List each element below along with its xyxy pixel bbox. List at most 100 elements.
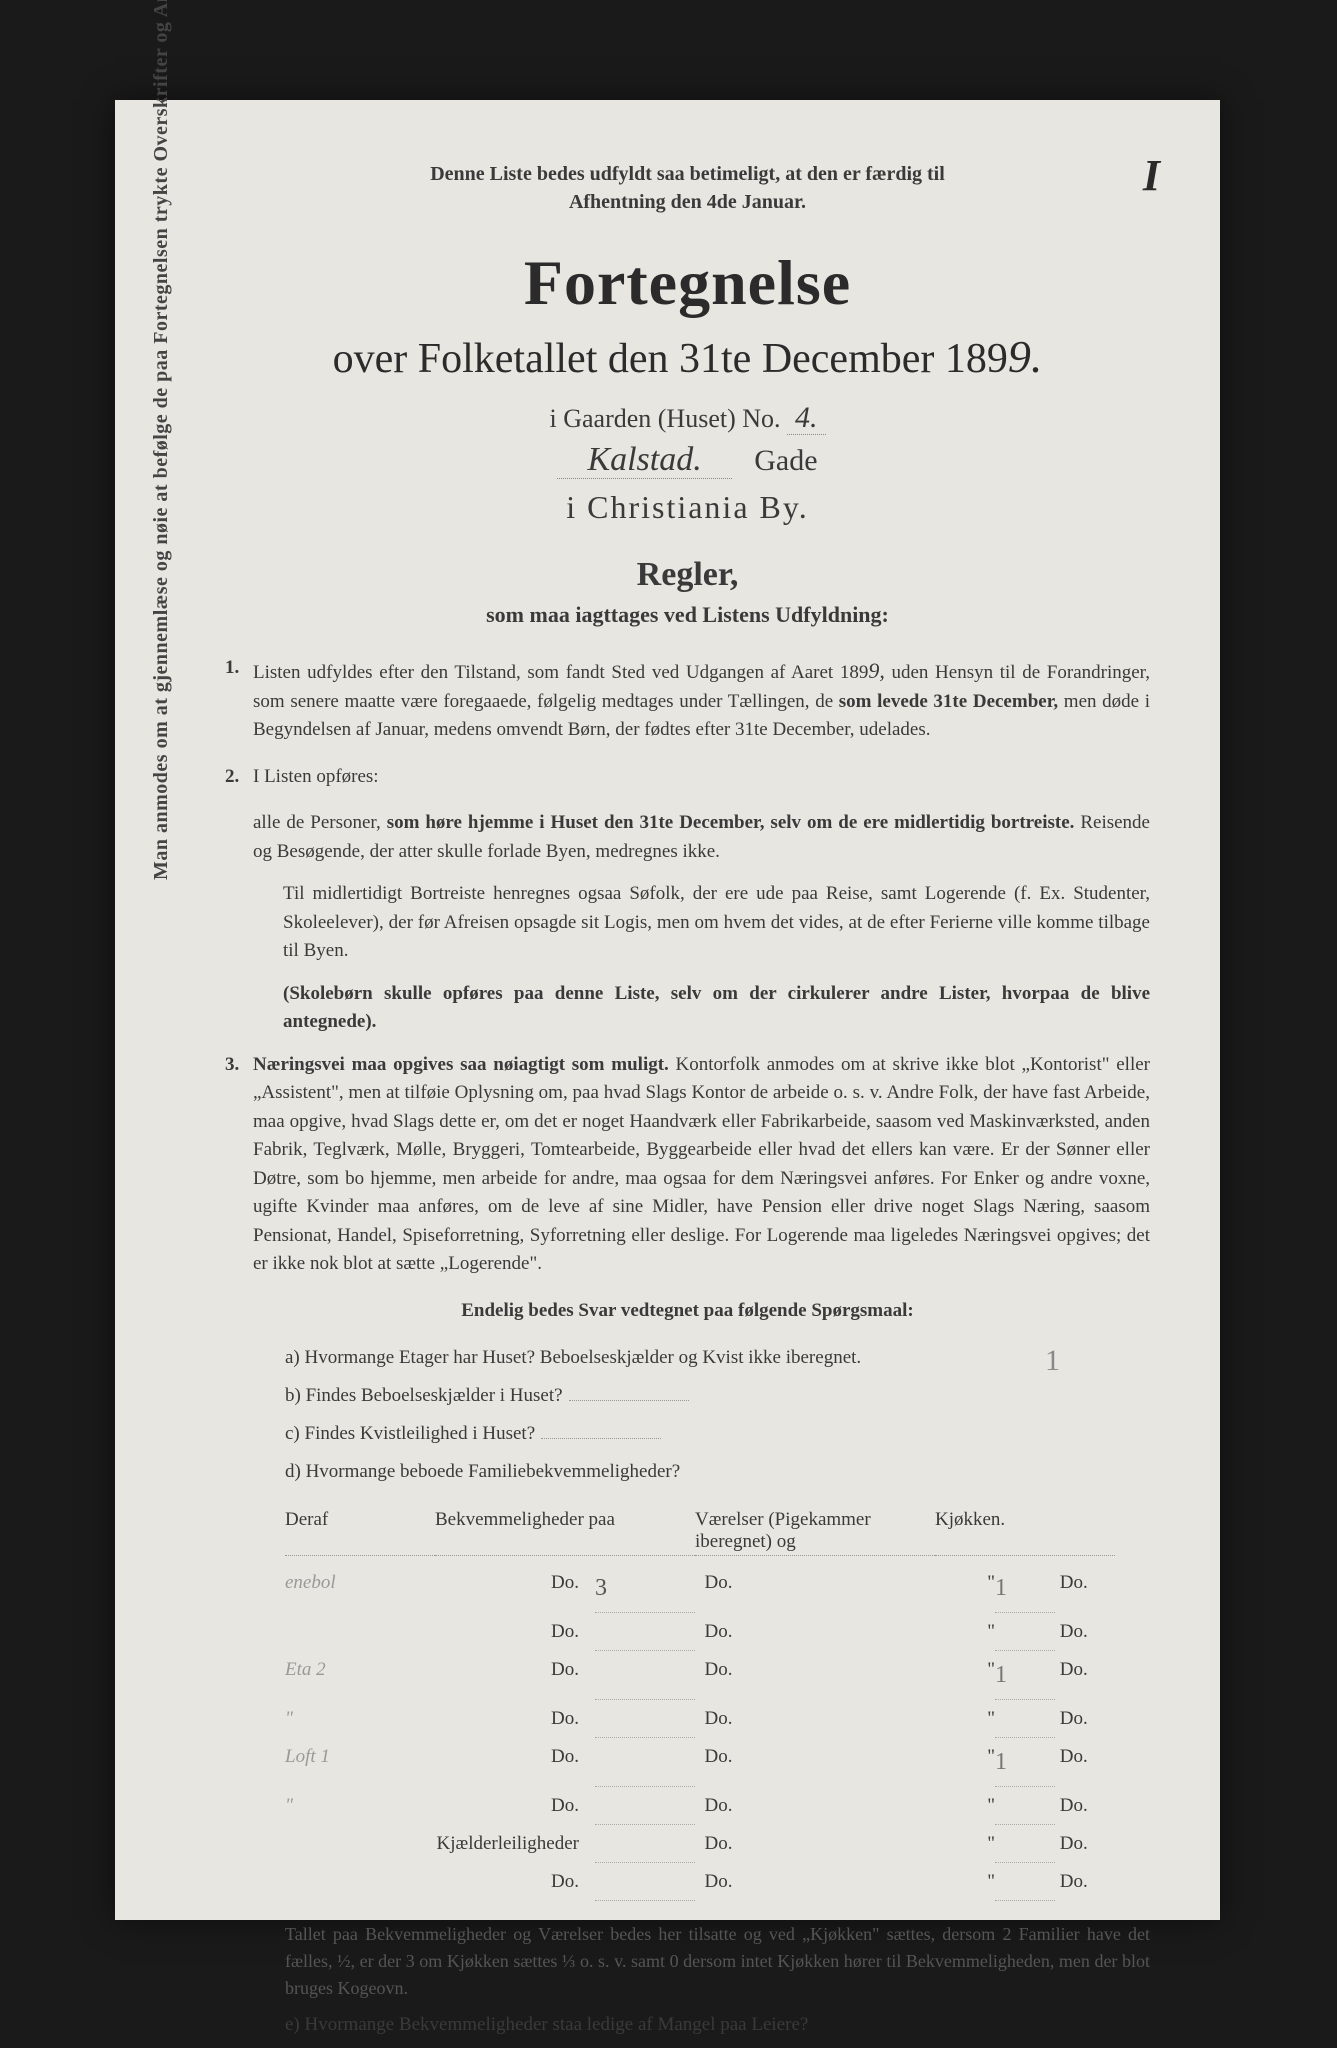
questions-block: a) Hvormange Etager har Huset? Beboelses… <box>225 1339 1150 1491</box>
row-label <box>285 1613 435 1651</box>
row-do2: Do. <box>695 1700 935 1738</box>
row-do2: Do. <box>695 1738 935 1787</box>
gaard-prefix: i Gaarden (Huset) No. <box>549 404 780 433</box>
row-do3: Do. <box>1055 1863 1115 1901</box>
gaard-number: 4. <box>787 401 826 435</box>
row-rooms <box>595 1738 695 1787</box>
rule-2-indent-1: Til midlertidigt Bortreiste henregnes og… <box>225 880 1150 966</box>
row-do3: Do. <box>1055 1787 1115 1825</box>
rule-1-bold: som levede 31te December, <box>839 691 1058 712</box>
rule-2-indent-2: (Skolebørn skulle opføres paa denne List… <box>225 980 1150 1037</box>
row-quote: " <box>935 1564 995 1613</box>
row-do3: Do. <box>1055 1564 1115 1613</box>
street-name: Kalstad. <box>557 441 731 479</box>
rule-1: 1. Listen udfyldes efter den Tilstand, s… <box>225 654 1150 745</box>
row-do1: Do. <box>435 1738 595 1787</box>
rule-2-ind2-text: (Skolebørn skulle opføres paa denne List… <box>283 983 1150 1033</box>
table-row: Eta 2Do. Do."1 Do. <box>285 1651 1150 1700</box>
question-c: c) Findes Kvistleilighed i Huset? <box>285 1415 1150 1453</box>
row-kjokken <box>995 1700 1055 1738</box>
table-row: "Do. Do." Do. <box>285 1787 1150 1825</box>
top-note: Denne Liste bedes udfyldt saa betimeligt… <box>225 160 1150 216</box>
row-do2: Do. <box>695 1613 935 1651</box>
row-label: " <box>285 1700 435 1738</box>
row-rooms <box>595 1700 695 1738</box>
row-rooms <box>595 1787 695 1825</box>
row-label: " <box>285 1787 435 1825</box>
row-do2: Do. <box>695 1787 935 1825</box>
row-do2: Do. <box>695 1825 935 1863</box>
row-label <box>285 1825 435 1863</box>
endelig-line: Endelig bedes Svar vedtegnet paa følgend… <box>225 1297 1150 1326</box>
row-do2: Do. <box>695 1651 935 1700</box>
row-do3: Do. <box>1055 1700 1115 1738</box>
endelig-text: Endelig bedes Svar vedtegnet paa følgend… <box>461 1300 914 1321</box>
row-quote: " <box>935 1700 995 1738</box>
rule-3: 3. Næringsvei maa opgives saa nøiagtigt … <box>225 1051 1150 1279</box>
foot-note: Tallet paa Bekvemmeligheder og Værelser … <box>225 1921 1150 2002</box>
row-label: enebol <box>285 1564 435 1613</box>
rule-2-num: 2. <box>225 763 239 792</box>
rule-3-text: Kontorfolk anmodes om at skrive ikke blo… <box>253 1054 1150 1275</box>
row-do3: Do. <box>1055 1825 1115 1863</box>
table-row: Do. Do." Do. <box>285 1613 1150 1651</box>
col-bekvem: Bekvemmeligheder paa <box>435 1509 695 1556</box>
corner-number: I <box>1143 145 1160 207</box>
row-do1: Do. <box>435 1651 595 1700</box>
q-d-text: d) Hvormange beboede Familiebekvemmeligh… <box>285 1461 680 1482</box>
rule-2-sub-bold: som høre hjemme i Huset den 31te Decembe… <box>387 812 1075 833</box>
row-rooms: 3 <box>595 1564 695 1613</box>
vertical-margin-text: Man anmodes om at gjennemlæse og nøie at… <box>150 0 173 880</box>
regler-heading: Regler, <box>225 556 1150 594</box>
rule-2-text: I Listen opføres: <box>253 766 379 787</box>
col-kjokken: Kjøkken. <box>935 1509 1115 1556</box>
street-line: Kalstad. Gade <box>225 441 1150 479</box>
row-kjokken: 1 <box>995 1564 1055 1613</box>
gaard-line: i Gaarden (Huset) No. 4. <box>225 401 1150 435</box>
row-do1: Do. <box>435 1613 595 1651</box>
row-do3: Do. <box>1055 1738 1115 1787</box>
top-note-line1: Denne Liste bedes udfyldt saa betimeligt… <box>430 163 945 185</box>
q-b-text: b) Findes Beboelseskjælder i Huset? <box>285 1385 563 1406</box>
col-deraf: Deraf <box>285 1509 435 1556</box>
row-quote: " <box>935 1738 995 1787</box>
q-a-text: a) Hvormange Etager har Huset? Beboelses… <box>285 1347 861 1368</box>
table-row: Loft 1Do. Do."1 Do. <box>285 1738 1150 1787</box>
question-d: d) Hvormange beboede Familiebekvemmeligh… <box>285 1453 1150 1491</box>
row-quote: " <box>935 1825 995 1863</box>
col-vaerelser: Værelser (Pigekammer iberegnet) og <box>695 1509 935 1556</box>
row-do1: Do. <box>435 1787 595 1825</box>
row-kjokken: 1 <box>995 1651 1055 1700</box>
rule-3-num: 3. <box>225 1051 239 1080</box>
title-over-text: over Folketallet den 31te December 189 <box>333 336 1008 382</box>
row-kjokken <box>995 1863 1055 1901</box>
row-do1: Do. <box>435 1700 595 1738</box>
street-suffix: Gade <box>754 444 817 477</box>
rule-2-sub: alle de Personer, som høre hjemme i Huse… <box>225 809 1150 866</box>
table-row: Kjælderleiligheder Do." Do. <box>285 1825 1150 1863</box>
row-do1: Do. <box>435 1863 595 1901</box>
rule-1-year: 9, <box>868 658 885 683</box>
rule-2: 2. I Listen opføres: <box>225 763 1150 792</box>
row-do2: Do. <box>695 1564 935 1613</box>
row-rooms <box>595 1651 695 1700</box>
question-e: e) Hvormange Bekvemmeligheder staa ledig… <box>225 2014 1150 2036</box>
row-do1: Do. <box>435 1564 595 1613</box>
row-label <box>285 1863 435 1901</box>
row-do1: Kjælderleiligheder <box>435 1825 595 1863</box>
title-sub: over Folketallet den 31te December 1899. <box>225 330 1150 383</box>
table-row: Do. Do." Do. <box>285 1863 1150 1901</box>
bekvem-table: Deraf Bekvemmeligheder paa Værelser (Pig… <box>225 1509 1150 1901</box>
row-do2: Do. <box>695 1863 935 1901</box>
table-row: enebolDo.3 Do."1 Do. <box>285 1564 1150 1613</box>
row-kjokken: 1 <box>995 1738 1055 1787</box>
row-do3: Do. <box>1055 1651 1115 1700</box>
row-label: Loft 1 <box>285 1738 435 1787</box>
row-kjokken <box>995 1787 1055 1825</box>
document-page: Man anmodes om at gjennemlæse og nøie at… <box>115 100 1220 1920</box>
row-do3: Do. <box>1055 1613 1115 1651</box>
q-c-text: c) Findes Kvistleilighed i Huset? <box>285 1423 535 1444</box>
top-note-line2: Afhentning den 4de Januar. <box>569 191 806 213</box>
question-b: b) Findes Beboelseskjælder i Huset? <box>285 1377 1150 1415</box>
year-handwritten: 9. <box>1008 331 1043 382</box>
